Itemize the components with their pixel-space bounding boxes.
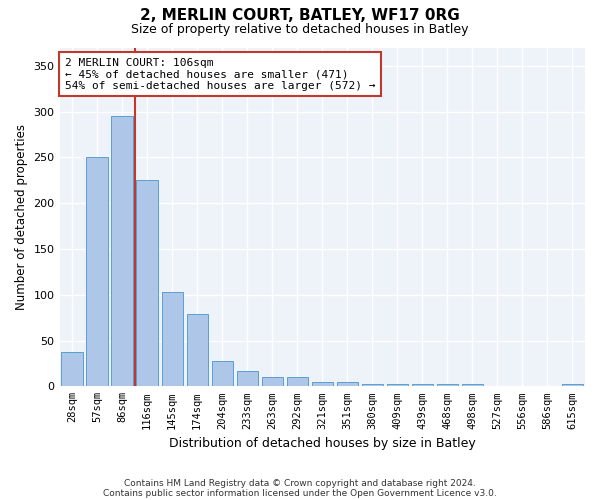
Text: 2 MERLIN COURT: 106sqm
← 45% of detached houses are smaller (471)
54% of semi-de: 2 MERLIN COURT: 106sqm ← 45% of detached… — [65, 58, 375, 91]
Bar — [112, 116, 133, 386]
Bar — [287, 377, 308, 386]
Bar — [562, 384, 583, 386]
Bar — [362, 384, 383, 386]
Bar — [236, 370, 258, 386]
Text: 2, MERLIN COURT, BATLEY, WF17 0RG: 2, MERLIN COURT, BATLEY, WF17 0RG — [140, 8, 460, 22]
Bar — [437, 384, 458, 386]
Bar — [61, 352, 83, 386]
Text: Contains public sector information licensed under the Open Government Licence v3: Contains public sector information licen… — [103, 488, 497, 498]
Bar — [212, 360, 233, 386]
Text: Contains HM Land Registry data © Crown copyright and database right 2024.: Contains HM Land Registry data © Crown c… — [124, 478, 476, 488]
Text: Size of property relative to detached houses in Batley: Size of property relative to detached ho… — [131, 22, 469, 36]
Bar — [412, 384, 433, 386]
Bar — [161, 292, 183, 386]
Bar — [262, 377, 283, 386]
Bar — [311, 382, 333, 386]
Bar — [86, 158, 108, 386]
X-axis label: Distribution of detached houses by size in Batley: Distribution of detached houses by size … — [169, 437, 476, 450]
Y-axis label: Number of detached properties: Number of detached properties — [15, 124, 28, 310]
Bar — [187, 314, 208, 386]
Bar — [136, 180, 158, 386]
Bar — [387, 384, 408, 386]
Bar — [462, 384, 483, 386]
Bar — [337, 382, 358, 386]
